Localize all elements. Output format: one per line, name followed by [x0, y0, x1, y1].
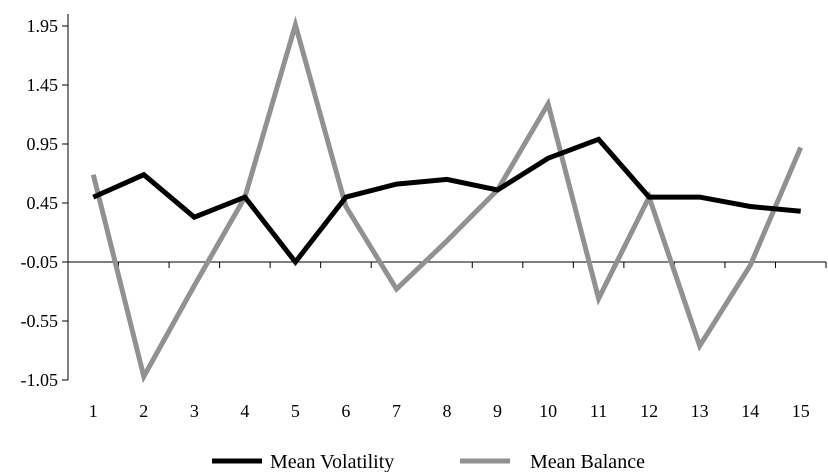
y-tick-label: -0.55 — [21, 311, 59, 331]
x-axis: 1 2 3 4 5 6 7 8 9 10 11 12 13 14 15 — [67, 261, 827, 421]
x-tick-label: 12 — [640, 401, 658, 421]
x-tick-label: 8 — [443, 401, 452, 421]
legend-label: Mean Volatility — [270, 451, 394, 472]
x-tick-label: 13 — [691, 401, 709, 421]
legend-item: Mean Volatility — [212, 451, 394, 472]
y-tick-label: -0.05 — [21, 252, 59, 272]
legend-item: Mean Balance — [460, 451, 645, 472]
y-tick-label: 1.45 — [27, 75, 59, 95]
x-tick-label: 1 — [89, 401, 98, 421]
x-tick-label: 3 — [190, 401, 199, 421]
x-tick-label: 10 — [539, 401, 557, 421]
series-line-mean-balance — [90, 15, 803, 384]
legend: Mean Volatility Mean Balance — [212, 451, 645, 472]
x-tick-label: 7 — [392, 401, 401, 421]
x-tick-label: 5 — [291, 401, 300, 421]
x-tick-label: 11 — [590, 401, 607, 421]
x-tick-label: 9 — [493, 401, 502, 421]
x-tick-label: 4 — [240, 401, 249, 421]
y-tick-label: 0.45 — [27, 193, 59, 213]
legend-label: Mean Balance — [530, 451, 645, 472]
y-tick-label: -1.05 — [21, 370, 59, 390]
x-tick-label: 15 — [792, 401, 810, 421]
x-tick-label: 14 — [741, 401, 759, 421]
series-layer — [90, 15, 803, 384]
x-tick-label: 2 — [139, 401, 148, 421]
y-tick-label: 1.95 — [27, 16, 59, 36]
x-tick-label: 6 — [341, 401, 350, 421]
y-tick-label: 0.95 — [27, 134, 59, 154]
y-axis: 1.95 1.45 0.95 0.45 -0.05 -0.55 -1.05 — [21, 14, 69, 390]
series-line-mean-volatility — [92, 136, 801, 267]
